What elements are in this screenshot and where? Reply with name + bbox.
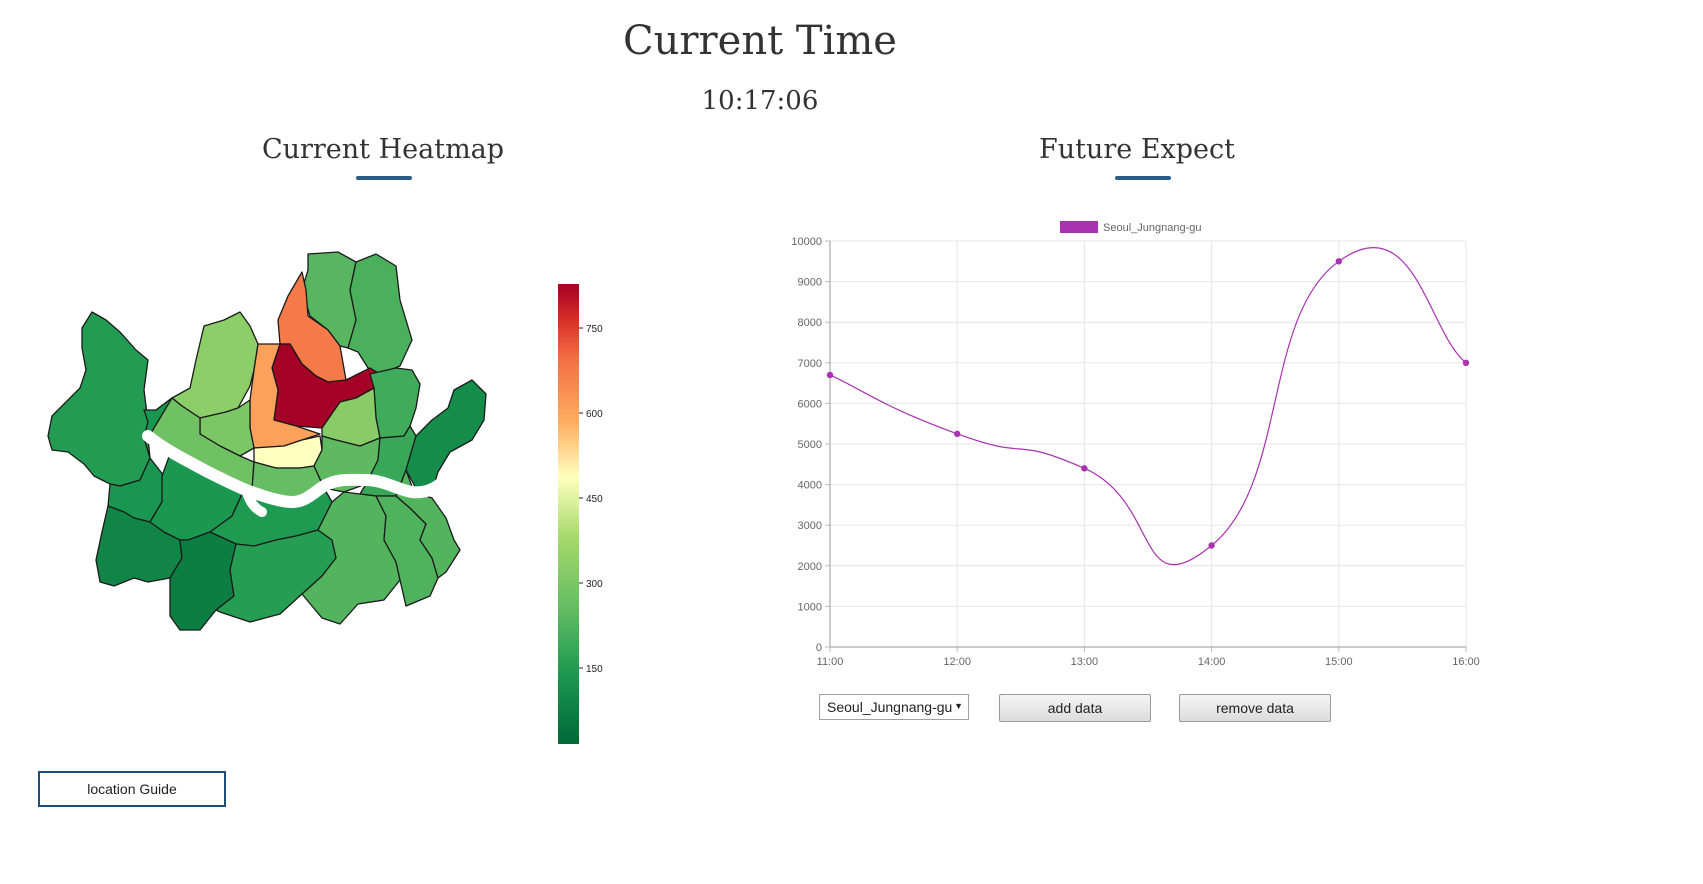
colorbar-gradient [558,284,579,744]
han-river-bend [241,485,267,517]
x-tick-label: 11:00 [817,656,844,668]
map-region-gangseo[interactable] [47,311,151,487]
forecast-heading-underline [1115,176,1171,180]
y-tick-label: 1000 [798,601,822,613]
colorbar-tick-600: 600 [586,409,603,420]
han-river [142,430,454,508]
map-region-nowon[interactable] [347,253,413,375]
y-tick-label: 2000 [798,561,822,573]
x-tick-label: 13:00 [1071,656,1099,668]
map-region-eunpyeong[interactable] [171,311,259,419]
chevron-down-icon: ▼ [954,701,963,711]
colorbar-ticks: 750 600 450 300 150 [579,324,603,675]
data-point[interactable] [1208,542,1215,549]
y-tick-label: 3000 [798,520,822,532]
colorbar-tick-150: 150 [586,664,603,675]
y-tick-label: 0 [816,642,822,654]
data-point[interactable] [954,430,961,438]
forecast-heading: Future Expect [1038,134,1235,165]
heatmap-heading: Current Heatmap [261,134,505,165]
heatmap-heading-underline [356,176,412,180]
district-select[interactable]: Seoul_Jungnang-gu ▼ [819,694,969,720]
current-clock: 10:17:06 [701,86,819,116]
colorbar-tick-450: 450 [586,494,603,505]
map-region-seocho[interactable] [301,491,401,625]
colorbar-tick-300: 300 [586,579,603,590]
heatmap-colorbar: 750 600 450 300 150 [558,284,603,744]
data-point[interactable] [1335,258,1342,265]
legend-label: Seoul_Jungnang-gu [1103,222,1201,234]
data-point[interactable] [826,371,834,379]
x-tick-label: 16:00 [1452,656,1480,668]
forecast-line-chart: 0 1000 2000 3000 4000 5000 6000 7000 8000 9000 100… [791,221,1480,668]
y-tick-label: 5000 [798,439,822,451]
legend-swatch [1060,221,1098,233]
x-tick-label: 15:00 [1325,656,1353,668]
x-tick-label: 14:00 [1198,656,1226,668]
y-tick-label: 8000 [798,317,822,329]
y-tick-label: 4000 [798,480,822,492]
add-data-button[interactable]: add data [999,694,1151,722]
remove-data-button[interactable]: remove data [1179,694,1331,722]
colorbar-tick-750: 750 [586,324,603,335]
y-tick-label: 10000 [791,236,822,248]
district-select-value: Seoul_Jungnang-gu [827,699,953,715]
page-title: Current Time [623,18,897,64]
y-tick-label: 9000 [798,277,822,289]
y-tick-label: 6000 [798,398,822,410]
seoul-heatmap [47,251,487,631]
series-line [829,247,1467,566]
y-tick-label: 7000 [798,358,822,370]
x-tick-label: 12:00 [943,656,971,668]
data-point[interactable] [1462,359,1470,366]
data-point[interactable] [1081,465,1088,472]
location-guide-button[interactable]: location Guide [38,771,226,807]
